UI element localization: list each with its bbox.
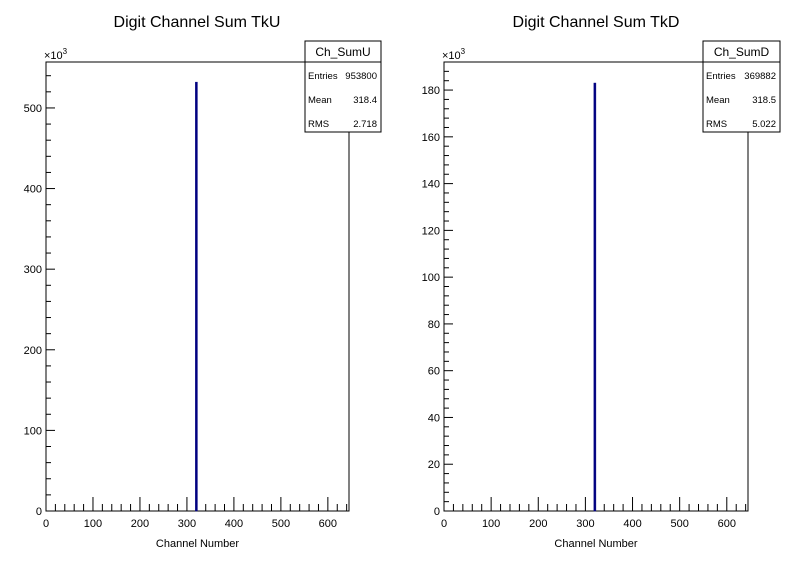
stats-label: Entries (308, 71, 338, 82)
y-tick-label: 160 (422, 132, 440, 144)
stats-label: RMS (308, 119, 329, 130)
y-tick-label: 140 (422, 179, 440, 191)
stats-box: Ch_SumU Entries 953800 Mean 318.4 RMS 2.718 (304, 40, 382, 133)
x-axis-label: Channel Number (156, 538, 239, 550)
y-tick-label: 120 (422, 225, 440, 237)
x-tick-label: 0 (43, 518, 49, 530)
x-tick-label: 400 (225, 518, 243, 530)
y-tick-label: 500 (24, 103, 42, 115)
y-tick-label: 200 (24, 345, 42, 357)
histogram-pad-2: Digit Channel Sum TkD 0 20 40 60 80 100 120 140 1… (422, 14, 781, 550)
y-tick-label: 100 (24, 425, 42, 437)
histogram-pad-1: Digit Channel Sum TkU 0 100 200 300 400 500 ×10… (24, 14, 382, 550)
stats-label: Mean (308, 95, 332, 106)
stats-box-name: Ch_SumU (315, 45, 370, 59)
stats-value: 2.718 (353, 119, 377, 130)
stats-value: 369882 (744, 71, 776, 82)
y-tick-label: 80 (428, 319, 440, 331)
stats-value: 5.022 (752, 119, 776, 130)
y-multiplier-label: ×103 (442, 47, 466, 62)
x-tick-label: 100 (482, 518, 500, 530)
y-tick-label: 0 (36, 506, 42, 518)
histogram-bar (593, 82, 597, 512)
y-tick-label: 40 (428, 412, 440, 424)
y-tick-label: 0 (434, 506, 440, 518)
y-tick-label: 300 (24, 264, 42, 276)
stats-box-name: Ch_SumD (714, 45, 770, 59)
x-tick-label: 100 (84, 518, 102, 530)
stats-label: Mean (706, 95, 730, 106)
x-tick-label: 0 (441, 518, 447, 530)
x-tick-label: 500 (670, 518, 688, 530)
x-tick-label: 200 (131, 518, 149, 530)
stats-box-frame (702, 40, 781, 133)
stats-value: 318.5 (752, 95, 776, 106)
stats-label: RMS (706, 119, 727, 130)
x-tick-label: 200 (529, 518, 547, 530)
stats-box-frame (304, 40, 382, 133)
x-tick-label: 400 (623, 518, 641, 530)
x-tick-label: 600 (718, 518, 736, 530)
chart-title: Digit Channel Sum TkD (513, 14, 680, 31)
histogram-bar (195, 81, 198, 512)
y-tick-label: 20 (428, 459, 440, 471)
stats-box: Ch_SumD Entries 369882 Mean 318.5 RMS 5.022 (702, 40, 781, 133)
x-axis-label: Channel Number (554, 538, 637, 550)
stats-value: 953800 (345, 71, 377, 82)
y-tick-label: 60 (428, 366, 440, 378)
chart-title: Digit Channel Sum TkU (114, 14, 281, 31)
stats-value: 318.4 (353, 95, 377, 106)
stats-label: Entries (706, 71, 736, 82)
x-tick-label: 600 (319, 518, 337, 530)
x-tick-label: 300 (178, 518, 196, 530)
y-tick-label: 100 (422, 272, 440, 284)
y-tick-label: 180 (422, 85, 440, 97)
y-tick-label: 400 (24, 184, 42, 196)
y-multiplier-label: ×103 (44, 47, 68, 62)
x-tick-label: 500 (272, 518, 290, 530)
x-tick-label: 300 (576, 518, 594, 530)
